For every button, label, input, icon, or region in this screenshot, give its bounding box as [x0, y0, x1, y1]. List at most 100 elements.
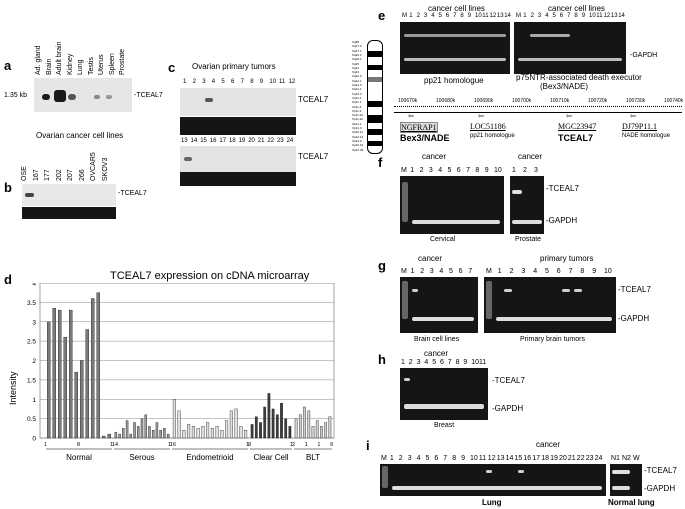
group-label: Normal	[66, 453, 92, 462]
lane-label: 4	[545, 13, 549, 19]
lane-label: 8	[574, 13, 578, 19]
lane-label: 4	[211, 79, 216, 85]
chromosome-band: Xp21.3	[352, 126, 362, 130]
lane-label: 9	[259, 79, 264, 85]
lane-label: Spleen	[108, 53, 116, 75]
genomic-axis	[394, 106, 682, 107]
lane-label: 9	[592, 268, 597, 275]
lane-label: 12	[487, 455, 496, 462]
lane-label: 2	[530, 13, 534, 19]
panel-g-letter: g	[378, 258, 386, 273]
genomic-coordinate: 100730k	[626, 98, 646, 104]
panel-d-letter: d	[4, 272, 12, 287]
lane-label: 12	[489, 13, 497, 19]
bar-normal	[58, 309, 62, 439]
panel-g-gel-right	[484, 277, 616, 333]
lane-label: 10	[589, 13, 596, 19]
lane-label: 5	[221, 79, 225, 85]
panel-e-gene-left: pp21 homologue	[424, 76, 484, 85]
bar-clear-cell	[280, 402, 283, 439]
lane-label: 1	[497, 268, 502, 275]
bar-endometrioid	[220, 430, 224, 439]
lane-label: 4	[438, 167, 443, 174]
genomic-coordinate: 100680k	[436, 98, 456, 104]
lane-label: 5	[552, 13, 556, 19]
lane-label: 15	[514, 455, 523, 462]
lane-label: 202	[55, 169, 63, 181]
lane-label: 2	[523, 167, 527, 174]
lane-label: 5	[449, 268, 453, 275]
lane-label: 2	[192, 79, 196, 85]
bar-endometrioid	[191, 426, 195, 439]
lane-label: 3	[429, 268, 434, 275]
panel-h-title: cancer	[424, 349, 449, 358]
lane-label: 3	[534, 167, 538, 174]
panel-h-label-top: -TCEAL7	[492, 376, 525, 385]
panel-a-band-label: -TCEAL7	[134, 92, 163, 99]
chromosome-band: Xp21.1	[352, 121, 362, 126]
lane-label: 6	[559, 13, 564, 19]
lane-label: Brain	[45, 58, 53, 75]
bar-normal	[52, 307, 56, 439]
gene-symbol: DJ79P11.1	[622, 122, 658, 131]
x-tick-label: 1	[168, 442, 171, 448]
chromosome-band: Xp22.13	[352, 134, 364, 139]
lane-label: 8	[460, 13, 464, 19]
panel-h-letter: h	[378, 352, 386, 367]
bar-endometrioid	[225, 420, 229, 439]
bar-clear-cell	[263, 406, 267, 439]
lane-label: 14	[505, 455, 514, 462]
lane-label: 3	[521, 268, 526, 275]
panel-i-label-bottom: -GAPDH	[644, 484, 676, 493]
bar-serous	[129, 433, 133, 439]
lane-label: 23	[585, 455, 594, 462]
y-tick-label: 3	[32, 319, 36, 326]
lane-label: OVCAR5	[90, 152, 97, 181]
chart-title: TCEAL7 expression on cDNA microarray	[110, 270, 310, 282]
chromosome-band: Xq27.1	[352, 48, 362, 53]
lane-label: Prostate	[119, 48, 126, 75]
bar-normal	[85, 329, 89, 439]
x-tick-label: 1	[246, 442, 249, 448]
bar-serous	[122, 428, 125, 439]
panel-c-band-label-bottom: TCEAL7	[298, 152, 329, 161]
lane-label: 7	[567, 13, 571, 19]
lane-label: 13	[496, 455, 505, 462]
lane-label: 7	[443, 455, 448, 462]
panel-a-blot	[34, 78, 132, 112]
bar-normal	[102, 435, 106, 439]
lane-label: 3	[537, 13, 542, 19]
lane-label: 167	[32, 169, 40, 181]
panel-a-letter: a	[4, 58, 12, 73]
lane-label: 3	[428, 167, 433, 174]
lane-label: 6	[434, 455, 439, 462]
genomic-strand	[394, 112, 682, 113]
bar-clear-cell	[288, 426, 292, 439]
lane-label: 6	[556, 268, 561, 275]
lane-label: 5	[425, 455, 430, 462]
bar-serous	[166, 433, 170, 439]
panel-a-size-marker: 1.35 kb	[4, 92, 27, 99]
bar-clear-cell	[254, 416, 258, 439]
chromosome-band: Xp22.11	[352, 130, 363, 135]
lane-label: 9	[467, 13, 472, 19]
bar-blt	[328, 416, 332, 439]
gene-arrow-icon: ⇦	[566, 113, 572, 120]
lane-label: M	[486, 268, 492, 275]
bar-serous	[144, 414, 147, 439]
lane-label: 2	[420, 268, 425, 275]
lane-label: 17	[532, 455, 541, 462]
bar-blt	[307, 410, 311, 439]
bar-endometrioid	[234, 408, 238, 439]
lane-label: 11	[479, 359, 487, 366]
bar-clear-cell	[267, 393, 271, 439]
lane-label: M	[381, 455, 387, 462]
chromosome-band: Xq13.3	[352, 91, 362, 96]
chromosome-band: Xq25	[352, 61, 360, 66]
bar-clear-cell	[250, 424, 254, 439]
bar-clear-cell	[284, 418, 288, 439]
x-tick-label: 1	[44, 442, 47, 448]
panel-b-blot	[22, 184, 116, 206]
bar-endometrioid	[215, 426, 219, 439]
bar-serous	[163, 428, 166, 439]
